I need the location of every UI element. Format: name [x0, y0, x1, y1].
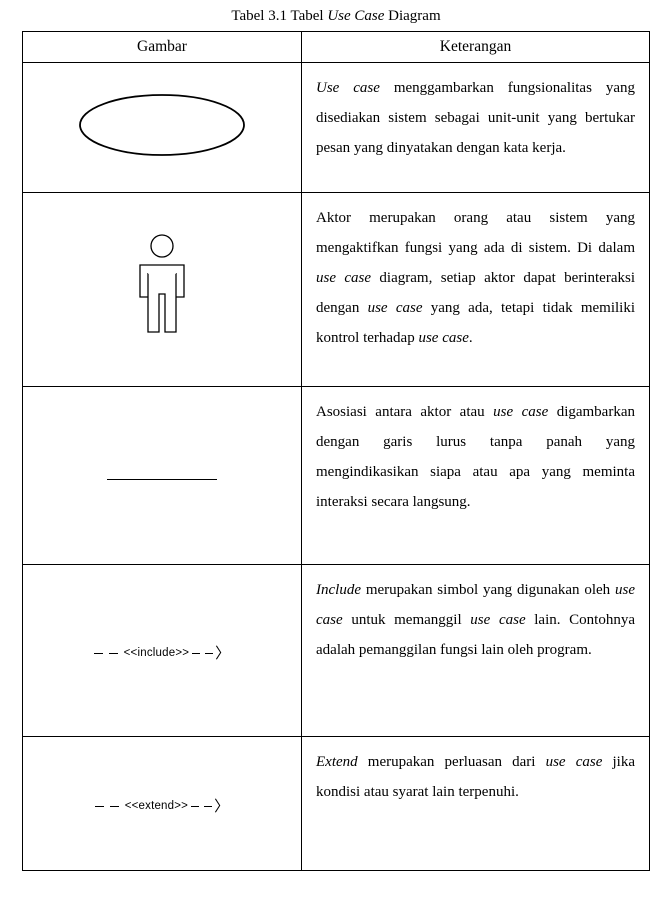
table-caption: Tabel 3.1 Tabel Use Case Diagram — [22, 8, 650, 25]
symbol-cell-ellipse — [23, 63, 302, 193]
arrow-head-icon: 〉 — [214, 799, 229, 814]
desc-part: merupakan perluasan dari — [358, 754, 546, 770]
dash-segment — [94, 653, 103, 654]
extend-arrow-icon: <<extend>> 〉 — [95, 799, 230, 814]
desc-part: Use case — [316, 80, 380, 96]
dash-segment — [110, 806, 119, 807]
actor-icon — [127, 232, 197, 342]
desc-part: use case — [470, 612, 525, 628]
extend-label: <<extend>> — [125, 800, 188, 812]
header-keterangan: Keterangan — [302, 32, 650, 63]
symbol-cell-extend: <<extend>> 〉 — [23, 737, 302, 871]
desc-part: Include — [316, 582, 361, 598]
table-header-row: Gambar Keterangan — [23, 32, 650, 63]
desc-part: Asosiasi antara aktor atau — [316, 404, 493, 420]
include-arrow-icon: <<include>> 〉 — [94, 646, 231, 661]
description-cell: Aktor merupakan orang atau sistem yang m… — [302, 193, 650, 387]
table-row: Asosiasi antara aktor atau use case diga… — [23, 387, 650, 565]
use-case-table: Gambar Keterangan Use case menggambarkan… — [22, 31, 650, 871]
table-row: Use case menggambarkan fungsionalitas ya… — [23, 63, 650, 193]
symbol-cell-line — [23, 387, 302, 565]
desc-part: . — [469, 330, 473, 346]
dash-segment — [191, 806, 199, 807]
symbol-cell-include: <<include>> 〉 — [23, 565, 302, 737]
desc-part: Aktor merupakan orang atau sistem yang m… — [316, 210, 635, 256]
desc-part: Extend — [316, 754, 358, 770]
desc-part: use case — [368, 300, 423, 316]
dash-segment — [95, 806, 104, 807]
include-label: <<include>> — [124, 647, 190, 659]
association-line-icon — [107, 479, 217, 480]
description-cell: Asosiasi antara aktor atau use case diga… — [302, 387, 650, 565]
description-cell: Include merupakan simbol yang digunakan … — [302, 565, 650, 737]
caption-prefix: Tabel 3.1 Tabel — [231, 8, 327, 24]
description-cell: Use case menggambarkan fungsionalitas ya… — [302, 63, 650, 193]
desc-part: merupakan simbol yang digunakan oleh — [361, 582, 615, 598]
symbol-cell-actor — [23, 193, 302, 387]
desc-part: diagram — [371, 270, 429, 286]
desc-part: use case — [493, 404, 548, 420]
desc-part: use case — [418, 330, 468, 346]
table-row: <<include>> 〉 Include merupakan simbol y… — [23, 565, 650, 737]
desc-part: untuk memanggil — [343, 612, 471, 628]
caption-suffix: Diagram — [384, 8, 440, 24]
caption-italic: Use Case — [327, 8, 384, 24]
dash-segment — [192, 653, 200, 654]
description-cell: Extend merupakan perluasan dari use case… — [302, 737, 650, 871]
header-gambar: Gambar — [23, 32, 302, 63]
desc-part: use case — [546, 754, 603, 770]
dash-segment — [204, 806, 212, 807]
dash-segment — [205, 653, 213, 654]
dash-segment — [109, 653, 118, 654]
ellipse-icon — [72, 90, 252, 160]
table-row: <<extend>> 〉 Extend merupakan perluasan … — [23, 737, 650, 871]
desc-part: use case — [316, 270, 371, 286]
arrow-head-icon: 〉 — [215, 646, 230, 661]
table-row: Aktor merupakan orang atau sistem yang m… — [23, 193, 650, 387]
